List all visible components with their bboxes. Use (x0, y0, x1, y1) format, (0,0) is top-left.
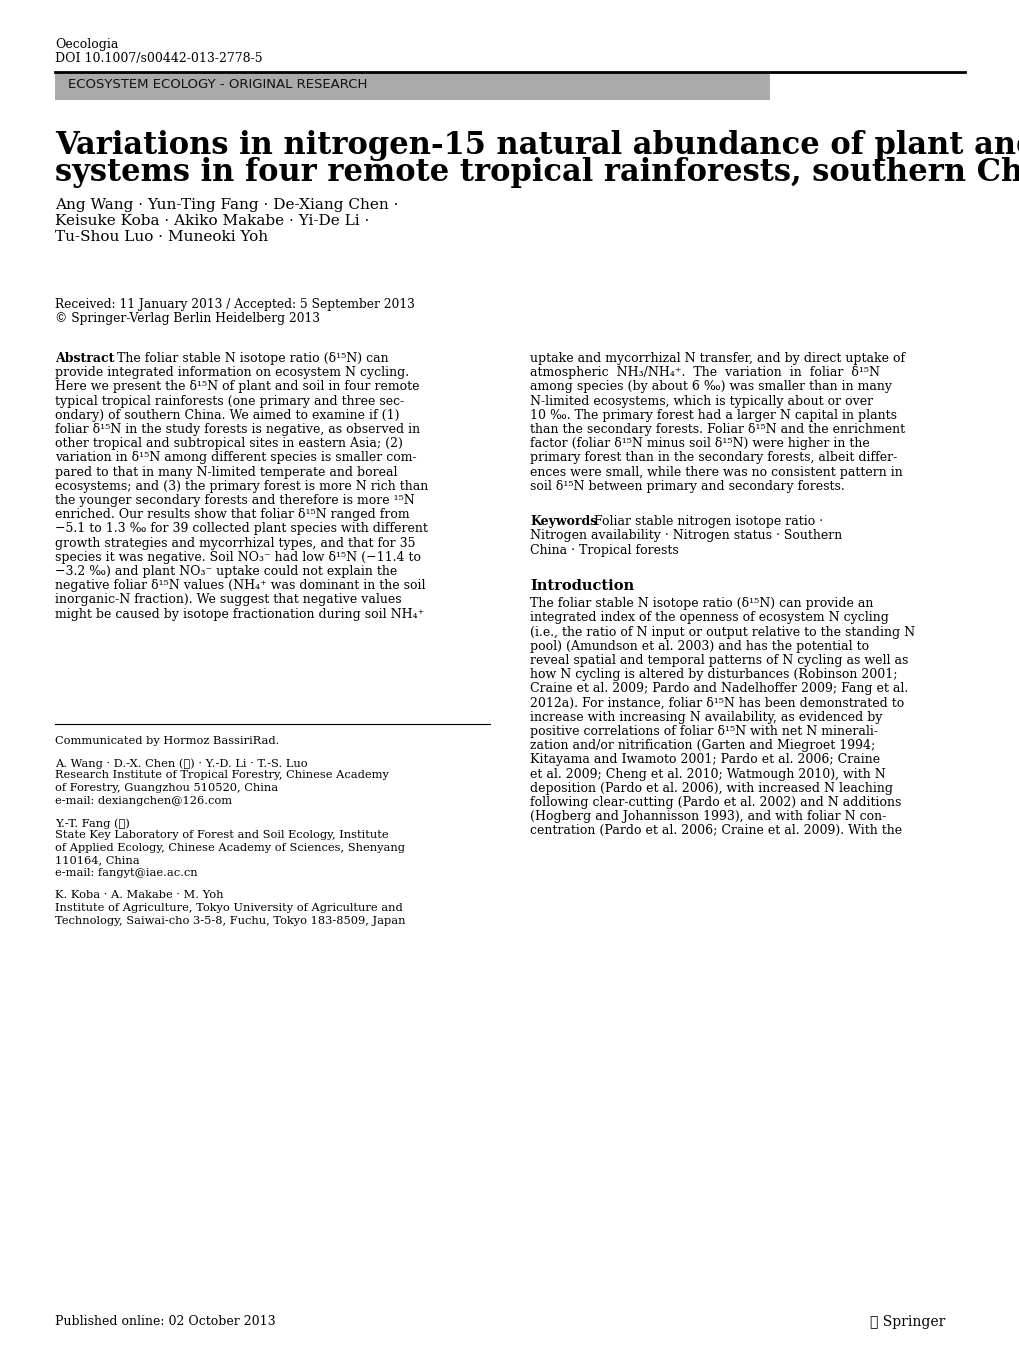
Text: reveal spatial and temporal patterns of N cycling as well as: reveal spatial and temporal patterns of … (530, 654, 908, 667)
Text: Y.-T. Fang (✉): Y.-T. Fang (✉) (55, 818, 129, 828)
Text: among species (by about 6 ‰) was smaller than in many: among species (by about 6 ‰) was smaller… (530, 381, 892, 393)
Text: 2012a). For instance, foliar δ¹⁵N has been demonstrated to: 2012a). For instance, foliar δ¹⁵N has be… (530, 696, 904, 710)
Text: The foliar stable N isotope ratio (δ¹⁵N) can: The foliar stable N isotope ratio (δ¹⁵N)… (109, 352, 388, 364)
Text: integrated index of the openness of ecosystem N cycling: integrated index of the openness of ecos… (530, 611, 888, 625)
Text: centration (Pardo et al. 2006; Craine et al. 2009). With the: centration (Pardo et al. 2006; Craine et… (530, 824, 901, 837)
Text: Variations in nitrogen-15 natural abundance of plant and soil: Variations in nitrogen-15 natural abunda… (55, 130, 1019, 161)
Text: of Forestry, Guangzhou 510520, China: of Forestry, Guangzhou 510520, China (55, 783, 278, 793)
Text: growth strategies and mycorrhizal types, and that for 35: growth strategies and mycorrhizal types,… (55, 537, 415, 550)
Text: e-mail: dexiangchen@126.com: e-mail: dexiangchen@126.com (55, 795, 232, 805)
Text: uptake and mycorrhizal N transfer, and by direct uptake of: uptake and mycorrhizal N transfer, and b… (530, 352, 904, 364)
Text: K. Koba · A. Makabe · M. Yoh: K. Koba · A. Makabe · M. Yoh (55, 890, 223, 901)
Text: following clear-cutting (Pardo et al. 2002) and N additions: following clear-cutting (Pardo et al. 20… (530, 795, 901, 809)
Text: ecosystems; and (3) the primary forest is more N rich than: ecosystems; and (3) the primary forest i… (55, 480, 428, 493)
Text: State Key Laboratory of Forest and Soil Ecology, Institute: State Key Laboratory of Forest and Soil … (55, 831, 388, 840)
Text: pool) (Amundson et al. 2003) and has the potential to: pool) (Amundson et al. 2003) and has the… (530, 640, 868, 653)
Text: atmospheric  NH₃/NH₄⁺.  The  variation  in  foliar  δ¹⁵N: atmospheric NH₃/NH₄⁺. The variation in f… (530, 366, 879, 379)
Text: systems in four remote tropical rainforests, southern China: systems in four remote tropical rainfore… (55, 157, 1019, 188)
Text: provide integrated information on ecosystem N cycling.: provide integrated information on ecosys… (55, 366, 409, 379)
Text: zation and/or nitrification (Garten and Miegroet 1994;: zation and/or nitrification (Garten and … (530, 740, 874, 752)
Text: other tropical and subtropical sites in eastern Asia; (2): other tropical and subtropical sites in … (55, 438, 403, 450)
Text: how N cycling is altered by disturbances (Robinson 2001;: how N cycling is altered by disturbances… (530, 668, 897, 682)
Text: −5.1 to 1.3 ‰ for 39 collected plant species with different: −5.1 to 1.3 ‰ for 39 collected plant spe… (55, 523, 427, 535)
Text: 10 ‰. The primary forest had a larger N capital in plants: 10 ‰. The primary forest had a larger N … (530, 409, 896, 421)
Text: deposition (Pardo et al. 2006), with increased N leaching: deposition (Pardo et al. 2006), with inc… (530, 782, 892, 795)
Text: typical tropical rainforests (one primary and three sec-: typical tropical rainforests (one primar… (55, 394, 404, 408)
Text: Abstract: Abstract (55, 352, 114, 364)
Text: Received: 11 January 2013 / Accepted: 5 September 2013: Received: 11 January 2013 / Accepted: 5 … (55, 298, 415, 312)
Text: factor (foliar δ¹⁵N minus soil δ¹⁵N) were higher in the: factor (foliar δ¹⁵N minus soil δ¹⁵N) wer… (530, 438, 869, 450)
Text: Oecologia: Oecologia (55, 38, 118, 51)
Text: −3.2 ‰) and plant NO₃⁻ uptake could not explain the: −3.2 ‰) and plant NO₃⁻ uptake could not … (55, 565, 396, 579)
Text: Nitrogen availability · Nitrogen status · Southern: Nitrogen availability · Nitrogen status … (530, 530, 842, 542)
Text: ondary) of southern China. We aimed to examine if (1): ondary) of southern China. We aimed to e… (55, 409, 399, 421)
Text: Technology, Saiwai-cho 3-5-8, Fuchu, Tokyo 183-8509, Japan: Technology, Saiwai-cho 3-5-8, Fuchu, Tok… (55, 916, 406, 925)
Text: (i.e., the ratio of N input or output relative to the standing N: (i.e., the ratio of N input or output re… (530, 626, 914, 638)
Text: enriched. Our results show that foliar δ¹⁵N ranged from: enriched. Our results show that foliar δ… (55, 508, 410, 522)
Text: Foliar stable nitrogen isotope ratio ·: Foliar stable nitrogen isotope ratio · (582, 515, 822, 528)
Text: et al. 2009; Cheng et al. 2010; Watmough 2010), with N: et al. 2009; Cheng et al. 2010; Watmough… (530, 767, 884, 780)
Text: Published online: 02 October 2013: Published online: 02 October 2013 (55, 1314, 275, 1328)
Text: Institute of Agriculture, Tokyo University of Agriculture and: Institute of Agriculture, Tokyo Universi… (55, 902, 403, 913)
Text: than the secondary forests. Foliar δ¹⁵N and the enrichment: than the secondary forests. Foliar δ¹⁵N … (530, 423, 904, 436)
Text: Ang Wang · Yun-Ting Fang · De-Xiang Chen ·: Ang Wang · Yun-Ting Fang · De-Xiang Chen… (55, 198, 398, 211)
Text: soil δ¹⁵N between primary and secondary forests.: soil δ¹⁵N between primary and secondary … (530, 480, 844, 493)
Text: Keisuke Koba · Akiko Makabe · Yi-De Li ·: Keisuke Koba · Akiko Makabe · Yi-De Li · (55, 214, 369, 228)
Text: ECOSYSTEM ECOLOGY - ORIGINAL RESEARCH: ECOSYSTEM ECOLOGY - ORIGINAL RESEARCH (68, 79, 367, 91)
Text: pared to that in many N-limited temperate and boreal: pared to that in many N-limited temperat… (55, 466, 397, 478)
Text: positive correlations of foliar δ¹⁵N with net N minerali-: positive correlations of foliar δ¹⁵N wit… (530, 725, 877, 738)
Text: inorganic-N fraction). We suggest that negative values: inorganic-N fraction). We suggest that n… (55, 593, 401, 607)
Text: 110164, China: 110164, China (55, 855, 140, 866)
Text: Keywords: Keywords (530, 515, 597, 528)
Text: N-limited ecosystems, which is typically about or over: N-limited ecosystems, which is typically… (530, 394, 872, 408)
Text: DOI 10.1007/s00442-013-2778-5: DOI 10.1007/s00442-013-2778-5 (55, 51, 262, 65)
Text: ☁ Springer: ☁ Springer (869, 1314, 945, 1329)
Text: the younger secondary forests and therefore is more ¹⁵N: the younger secondary forests and theref… (55, 495, 415, 507)
Text: species it was negative. Soil NO₃⁻ had low δ¹⁵N (−11.4 to: species it was negative. Soil NO₃⁻ had l… (55, 550, 421, 564)
Text: (Hogberg and Johannisson 1993), and with foliar N con-: (Hogberg and Johannisson 1993), and with… (530, 810, 886, 824)
Text: of Applied Ecology, Chinese Academy of Sciences, Shenyang: of Applied Ecology, Chinese Academy of S… (55, 843, 405, 854)
Text: Introduction: Introduction (530, 579, 634, 593)
Text: China · Tropical forests: China · Tropical forests (530, 543, 678, 557)
Text: Research Institute of Tropical Forestry, Chinese Academy: Research Institute of Tropical Forestry,… (55, 771, 388, 780)
Text: negative foliar δ¹⁵N values (NH₄⁺ was dominant in the soil: negative foliar δ¹⁵N values (NH₄⁺ was do… (55, 579, 425, 592)
Text: primary forest than in the secondary forests, albeit differ-: primary forest than in the secondary for… (530, 451, 897, 465)
Text: Communicated by Hormoz BassiriRad.: Communicated by Hormoz BassiriRad. (55, 736, 279, 747)
Text: variation in δ¹⁵N among different species is smaller com-: variation in δ¹⁵N among different specie… (55, 451, 416, 465)
Text: A. Wang · D.-X. Chen (✉) · Y.-D. Li · T.-S. Luo: A. Wang · D.-X. Chen (✉) · Y.-D. Li · T.… (55, 757, 308, 768)
Bar (55, 73, 769, 100)
Text: Kitayama and Iwamoto 2001; Pardo et al. 2006; Craine: Kitayama and Iwamoto 2001; Pardo et al. … (530, 753, 879, 767)
Text: e-mail: fangyt@iae.ac.cn: e-mail: fangyt@iae.ac.cn (55, 869, 198, 878)
Text: increase with increasing N availability, as evidenced by: increase with increasing N availability,… (530, 711, 881, 724)
Text: The foliar stable N isotope ratio (δ¹⁵N) can provide an: The foliar stable N isotope ratio (δ¹⁵N)… (530, 598, 872, 610)
Text: Here we present the δ¹⁵N of plant and soil in four remote: Here we present the δ¹⁵N of plant and so… (55, 381, 419, 393)
Text: might be caused by isotope fractionation during soil NH₄⁺: might be caused by isotope fractionation… (55, 607, 424, 621)
Text: © Springer-Verlag Berlin Heidelberg 2013: © Springer-Verlag Berlin Heidelberg 2013 (55, 312, 320, 325)
Text: Tu-Shou Luo · Muneoki Yoh: Tu-Shou Luo · Muneoki Yoh (55, 230, 268, 244)
Text: Craine et al. 2009; Pardo and Nadelhoffer 2009; Fang et al.: Craine et al. 2009; Pardo and Nadelhoffe… (530, 683, 907, 695)
Text: ences were small, while there was no consistent pattern in: ences were small, while there was no con… (530, 466, 902, 478)
Text: foliar δ¹⁵N in the study forests is negative, as observed in: foliar δ¹⁵N in the study forests is nega… (55, 423, 420, 436)
